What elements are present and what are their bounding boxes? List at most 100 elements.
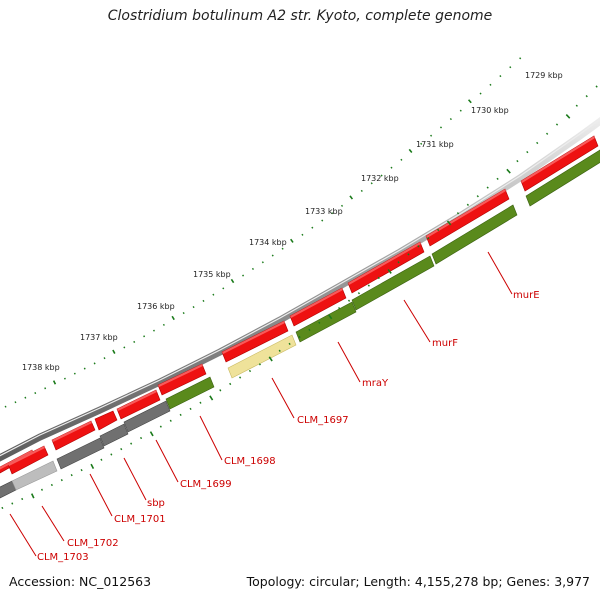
gene-label: CLM_1698: [224, 456, 276, 467]
minor-tick: [360, 189, 363, 192]
accession-text: Accession: NC_012563: [9, 574, 152, 589]
major-tick: [30, 493, 35, 499]
minor-tick: [60, 478, 63, 482]
gene-arrow[interactable]: [525, 149, 600, 207]
minor-tick: [21, 497, 24, 501]
major-tick: [290, 238, 294, 243]
major-tick: [52, 380, 57, 385]
major-tick: [112, 349, 116, 354]
major-tick: [328, 314, 333, 320]
minor-tick: [427, 237, 430, 240]
minor-tick: [459, 109, 462, 112]
kbp-label: 1736 kbp: [137, 302, 175, 311]
gene-arrow[interactable]: [425, 188, 510, 247]
major-tick: [230, 278, 235, 284]
minor-tick: [73, 372, 76, 375]
minor-tick: [199, 401, 202, 404]
minor-tick: [311, 226, 314, 229]
minor-tick: [222, 287, 225, 290]
kbp-label: 1734 kbp: [249, 238, 287, 247]
minor-tick: [407, 253, 410, 256]
gene-arrow[interactable]: [165, 376, 215, 410]
gene-arrow[interactable]: [94, 410, 118, 431]
minor-tick: [595, 85, 598, 88]
kbp-label: 1738 kbp: [22, 363, 60, 372]
kbp-label: 1729 kbp: [525, 71, 563, 80]
gene-label: murE: [513, 290, 540, 301]
major-tick: [90, 463, 95, 469]
minor-tick: [63, 377, 66, 380]
gene-arrow[interactable]: [157, 363, 207, 396]
minor-tick: [417, 245, 420, 248]
minor-tick: [486, 186, 489, 189]
minor-tick: [437, 228, 440, 232]
minor-tick: [123, 346, 126, 349]
kbp-label: 1730 kbp: [471, 106, 509, 115]
gene-arrow[interactable]: [431, 204, 518, 265]
forward-gene-shading: [0, 136, 595, 470]
minor-tick: [545, 132, 549, 135]
major-tick: [149, 431, 154, 437]
backbone-highlight: [0, 118, 600, 457]
minor-tick: [489, 83, 492, 86]
minor-tick: [575, 104, 578, 107]
major-tick: [565, 113, 571, 119]
minor-tick: [179, 413, 182, 417]
gene-arrow[interactable]: [123, 400, 171, 433]
gene-arrow[interactable]: [295, 301, 357, 343]
minor-tick: [251, 267, 254, 270]
map-title: Clostridium botulinum A2 str. Kyoto, com…: [107, 8, 493, 24]
minor-tick: [390, 166, 393, 169]
minor-tick: [202, 299, 205, 302]
minor-tick: [430, 134, 433, 137]
minor-tick: [281, 247, 284, 250]
gene-arrow[interactable]: [11, 460, 58, 491]
minor-tick: [152, 329, 156, 332]
minor-tick: [377, 276, 380, 280]
gene-arrow[interactable]: [351, 255, 435, 311]
minor-tick: [347, 299, 351, 302]
minor-tick: [258, 363, 261, 366]
gene-label: CLM_1697: [297, 415, 349, 426]
gene-label: CLM_1703: [37, 552, 89, 563]
major-tick: [467, 99, 472, 104]
minor-tick: [24, 396, 27, 399]
minor-tick: [103, 357, 106, 360]
minor-tick: [133, 340, 136, 343]
gene-arrow[interactable]: [227, 334, 297, 379]
minor-tick: [439, 126, 443, 129]
minor-tick: [1, 506, 4, 510]
gene-label: CLM_1699: [180, 479, 232, 490]
minor-tick: [456, 212, 460, 215]
minor-tick: [110, 453, 113, 456]
minor-tick: [288, 342, 291, 346]
minor-tick: [192, 305, 195, 309]
minor-tick: [420, 142, 423, 145]
minor-tick: [14, 401, 17, 404]
minor-tick: [162, 323, 165, 326]
minor-tick: [248, 369, 252, 373]
minor-tick: [80, 468, 83, 472]
gene-arrow[interactable]: [99, 423, 129, 447]
minor-tick: [338, 307, 341, 310]
minor-tick: [212, 293, 215, 296]
backbone-ring: [0, 116, 600, 462]
minor-tick: [380, 174, 383, 177]
inner-ruler: [1, 85, 598, 510]
minor-tick: [130, 442, 133, 445]
minor-tick: [189, 407, 192, 410]
kbp-label: 1737 kbp: [80, 333, 118, 342]
minor-tick: [239, 376, 242, 379]
minor-tick: [449, 118, 452, 121]
minor-tick: [499, 75, 502, 78]
gene-arrow[interactable]: [56, 437, 105, 470]
gene-label: murF: [432, 338, 458, 349]
label-leaders: [9, 251, 513, 557]
minor-tick: [367, 284, 370, 287]
minor-tick: [11, 502, 14, 505]
minor-tick: [139, 436, 143, 440]
minor-tick: [321, 219, 324, 222]
minor-tick: [331, 212, 334, 215]
minor-tick: [271, 254, 274, 257]
